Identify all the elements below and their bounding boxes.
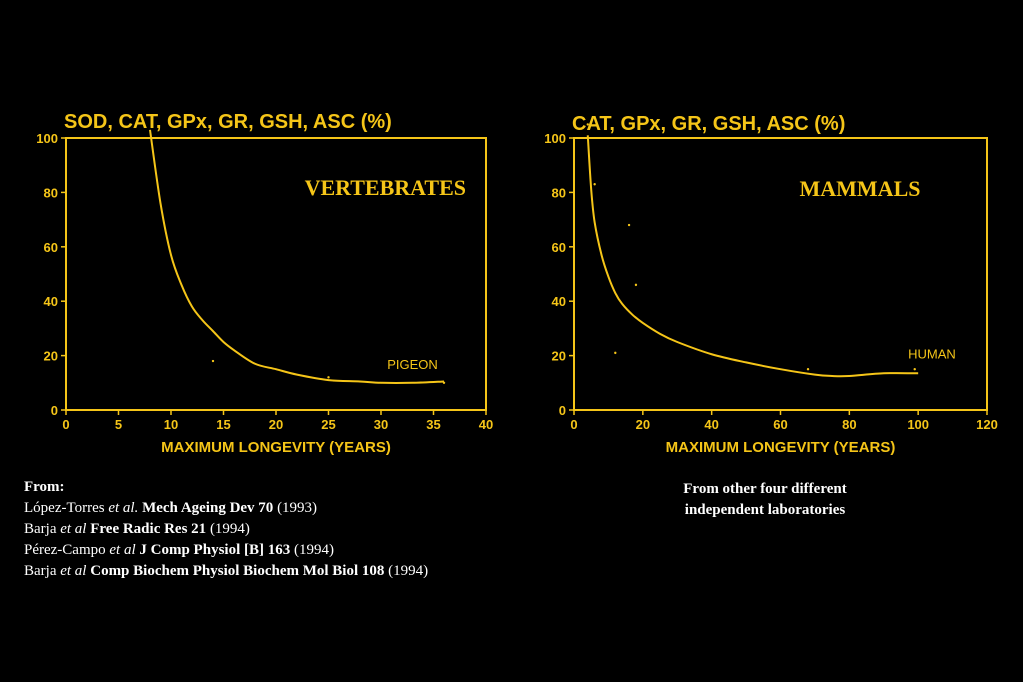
x-tick-label: 35 xyxy=(426,417,440,432)
data-point xyxy=(913,368,916,371)
reference-etal: et al xyxy=(56,563,87,579)
x-tick-label: 10 xyxy=(164,417,178,432)
references-block: From: López-Torres et al. Mech Ageing De… xyxy=(24,477,428,582)
chart-title: CAT, GPx, GR, GSH, ASC (%) xyxy=(572,113,845,135)
reference-journal: J Comp Physiol [B] 163 xyxy=(135,542,291,558)
y-tick-label: 60 xyxy=(552,240,566,255)
y-tick-label: 100 xyxy=(36,131,58,146)
reference-journal: Mech Ageing Dev 70 xyxy=(138,500,274,516)
x-tick-label: 0 xyxy=(62,417,69,432)
y-tick-label: 40 xyxy=(44,294,58,309)
x-tick-label: 120 xyxy=(976,417,998,432)
reference-item: Barja et al Comp Biochem Physiol Biochem… xyxy=(24,561,428,582)
x-tick-label: 25 xyxy=(321,417,335,432)
data-point xyxy=(806,368,810,371)
point-annotation: PIGEON xyxy=(387,357,438,372)
x-tick-label: 30 xyxy=(374,417,388,432)
data-point xyxy=(614,351,617,355)
data-point xyxy=(627,223,631,227)
reference-authors: Pérez-Campo xyxy=(24,542,106,558)
x-tick-label: 15 xyxy=(216,417,230,432)
laboratories-note-line: independent laboratories xyxy=(684,502,846,518)
x-tick-label: 80 xyxy=(842,417,856,432)
x-tick-label: 40 xyxy=(479,417,493,432)
y-tick-label: 0 xyxy=(51,403,58,418)
y-tick-label: 100 xyxy=(544,131,566,146)
x-tick-label: 60 xyxy=(773,417,787,432)
data-point xyxy=(442,381,446,384)
reference-year: (1994) xyxy=(290,542,334,558)
chart-title: SOD, CAT, GPx, GR, GSH, ASC (%) xyxy=(64,111,392,133)
data-point xyxy=(211,359,215,363)
x-tick-label: 0 xyxy=(570,417,577,432)
data-point xyxy=(634,283,638,287)
references-heading: From: xyxy=(24,479,65,495)
y-tick-label: 80 xyxy=(44,185,58,200)
reference-authors: López-Torres xyxy=(24,500,105,516)
x-tick-label: 40 xyxy=(704,417,718,432)
panel-label: VERTEBRATES xyxy=(305,175,466,200)
data-point xyxy=(593,183,596,186)
y-tick-label: 20 xyxy=(44,349,58,364)
laboratories-note-line: From other four different xyxy=(683,481,847,497)
reference-authors: Barja xyxy=(24,563,57,579)
x-axis-label: MAXIMUM LONGEVITY (YEARS) xyxy=(666,439,896,456)
reference-etal: et al xyxy=(105,542,136,558)
y-tick-label: 40 xyxy=(552,294,566,309)
y-tick-label: 60 xyxy=(44,240,58,255)
y-tick-label: 0 xyxy=(559,403,566,418)
reference-item: López-Torres et al. Mech Ageing Dev 70 (… xyxy=(24,498,428,519)
y-tick-label: 80 xyxy=(552,185,566,200)
reference-item: Pérez-Campo et al J Comp Physiol [B] 163… xyxy=(24,540,428,561)
reference-year: (1994) xyxy=(384,563,429,579)
reference-year: (1993) xyxy=(273,500,318,516)
data-point xyxy=(586,123,589,126)
reference-year: (1994) xyxy=(206,521,250,537)
panel-label: MAMMALS xyxy=(800,176,921,201)
x-tick-label: 20 xyxy=(269,417,283,432)
x-tick-label: 5 xyxy=(115,417,122,432)
y-tick-label: 20 xyxy=(552,349,566,364)
reference-journal: Comp Biochem Physiol Biochem Mol Biol 10… xyxy=(86,563,385,579)
point-annotation: HUMAN xyxy=(908,346,956,361)
reference-authors: Barja xyxy=(24,521,57,537)
series-line xyxy=(586,135,919,378)
x-tick-label: 20 xyxy=(636,417,650,432)
x-tick-label: 100 xyxy=(907,417,929,432)
data-point xyxy=(327,376,330,379)
series-line xyxy=(149,129,445,384)
reference-journal: Free Radic Res 21 xyxy=(86,521,207,537)
x-axis-label: MAXIMUM LONGEVITY (YEARS) xyxy=(161,439,391,456)
laboratories-note: From other four different independent la… xyxy=(600,479,930,521)
reference-item: Barja et al Free Radic Res 21 (1994) xyxy=(24,519,428,540)
reference-etal: et al xyxy=(56,521,87,537)
reference-etal: et al. xyxy=(104,500,139,516)
